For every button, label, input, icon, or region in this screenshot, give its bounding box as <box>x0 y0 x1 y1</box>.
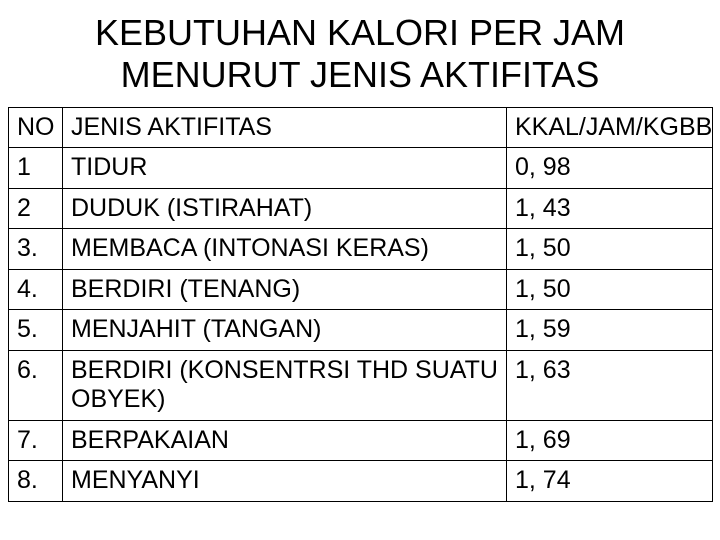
cell-activity: BERDIRI (TENANG) <box>63 269 507 310</box>
table-row: 8. MENYANYI 1, 74 <box>9 461 713 502</box>
cell-activity: BERDIRI (KONSENTRSI THD SUATU OBYEK) <box>63 350 507 420</box>
table-row: 2 DUDUK (ISTIRAHAT) 1, 43 <box>9 188 713 229</box>
slide: KEBUTUHAN KALORI PER JAM MENURUT JENIS A… <box>0 0 720 540</box>
col-header-activity: JENIS AKTIFITAS <box>63 107 507 148</box>
cell-value: 1, 43 <box>507 188 713 229</box>
table-row: 4. BERDIRI (TENANG) 1, 50 <box>9 269 713 310</box>
cell-activity: DUDUK (ISTIRAHAT) <box>63 188 507 229</box>
col-header-no: NO <box>9 107 63 148</box>
cell-value: 1, 69 <box>507 420 713 461</box>
cell-activity: BERPAKAIAN <box>63 420 507 461</box>
cell-value: 1, 59 <box>507 310 713 351</box>
cell-no: 3. <box>9 229 63 270</box>
cell-no: 7. <box>9 420 63 461</box>
cell-no: 1 <box>9 148 63 189</box>
cell-value: 1, 50 <box>507 269 713 310</box>
table-row: 1 TIDUR 0, 98 <box>9 148 713 189</box>
cell-no: 5. <box>9 310 63 351</box>
cell-value: 1, 50 <box>507 229 713 270</box>
cell-value: 1, 74 <box>507 461 713 502</box>
cell-value: 1, 63 <box>507 350 713 420</box>
calorie-table: NO JENIS AKTIFITAS KKAL/JAM/KGBB 1 TIDUR… <box>8 107 713 502</box>
cell-activity: MENYANYI <box>63 461 507 502</box>
cell-no: 2 <box>9 188 63 229</box>
cell-activity: MEMBACA (INTONASI KERAS) <box>63 229 507 270</box>
cell-no: 8. <box>9 461 63 502</box>
table-row: 3. MEMBACA (INTONASI KERAS) 1, 50 <box>9 229 713 270</box>
table-header-row: NO JENIS AKTIFITAS KKAL/JAM/KGBB <box>9 107 713 148</box>
cell-value: 0, 98 <box>507 148 713 189</box>
title-line-1: KEBUTUHAN KALORI PER JAM <box>95 12 625 53</box>
col-header-value: KKAL/JAM/KGBB <box>507 107 713 148</box>
slide-title: KEBUTUHAN KALORI PER JAM MENURUT JENIS A… <box>8 12 712 97</box>
table-row: 5. MENJAHIT (TANGAN) 1, 59 <box>9 310 713 351</box>
cell-no: 4. <box>9 269 63 310</box>
cell-no: 6. <box>9 350 63 420</box>
table-row: 7. BERPAKAIAN 1, 69 <box>9 420 713 461</box>
title-line-2: MENURUT JENIS AKTIFITAS <box>121 54 600 95</box>
cell-activity: TIDUR <box>63 148 507 189</box>
table-row: 6. BERDIRI (KONSENTRSI THD SUATU OBYEK) … <box>9 350 713 420</box>
cell-activity: MENJAHIT (TANGAN) <box>63 310 507 351</box>
